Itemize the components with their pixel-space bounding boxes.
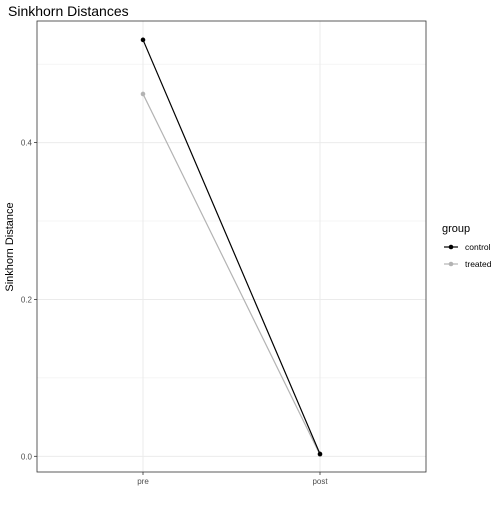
y-tick-label: 0.4 (21, 139, 33, 148)
data-point-control (317, 451, 323, 457)
data-point-treated (140, 91, 146, 97)
chart-title: Sinkhorn Distances (8, 3, 129, 19)
legend-label: treated (465, 259, 492, 269)
legend: control treated (444, 242, 492, 269)
data-point-control (140, 37, 146, 43)
x-tick-label: post (312, 477, 328, 486)
series-line-treated (142, 93, 321, 456)
plot-border (36, 20, 427, 473)
y-tick-label: 0.2 (21, 295, 33, 304)
legend-label: control (465, 242, 491, 252)
legend-key-point (448, 261, 454, 267)
x-tick-label: pre (137, 477, 149, 486)
series-layer (140, 37, 323, 458)
legend-title: group (442, 223, 470, 235)
y-axis: 0.0 0.2 0.4 (21, 139, 37, 461)
grid (37, 21, 426, 472)
x-axis: pre post (137, 472, 328, 486)
series-line-control (142, 39, 321, 455)
y-axis-title: Sinkhorn Distance (4, 202, 16, 291)
y-tick-label: 0.0 (21, 452, 33, 461)
legend-key-point (448, 244, 454, 250)
